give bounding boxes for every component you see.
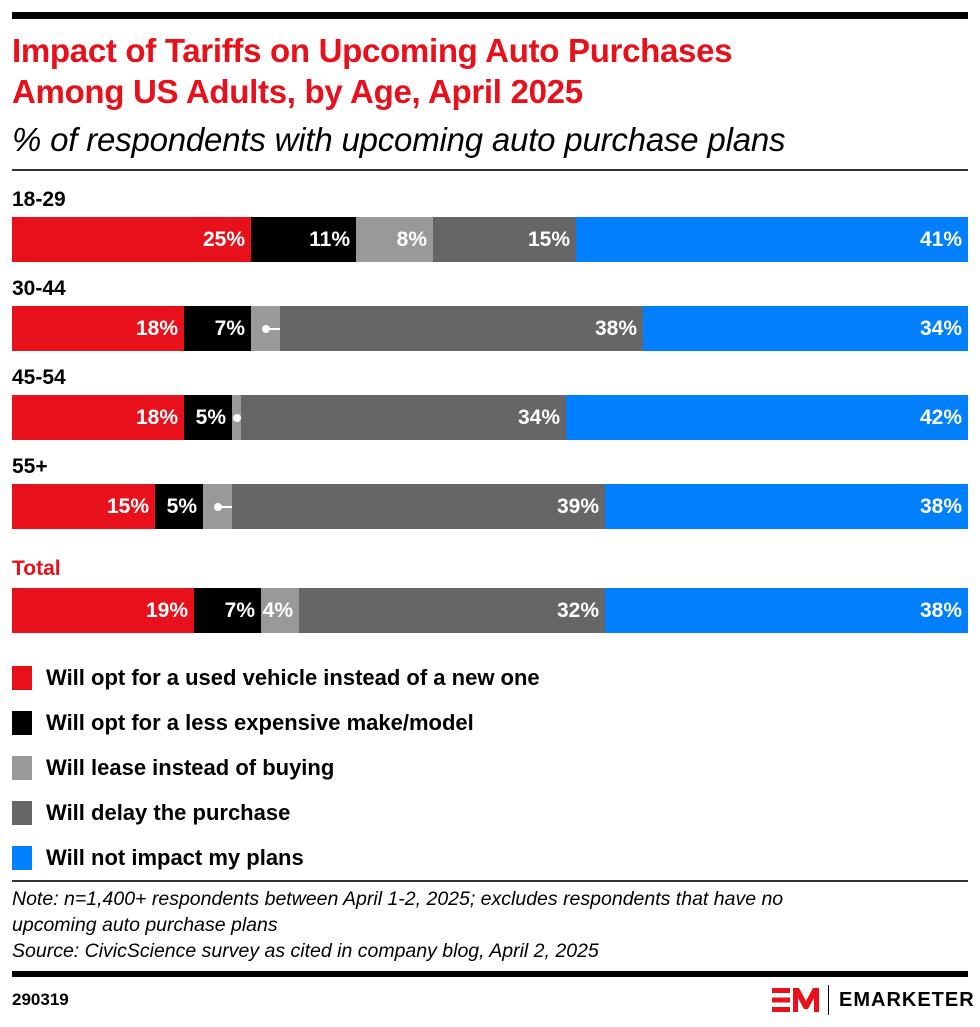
legend-item-no-impact: Will not impact my plans: [12, 835, 540, 880]
data-label-cheaper: 5%: [166, 495, 197, 518]
bar-row-18-29: 25% 11% 8% 15% 41%: [12, 217, 968, 262]
data-label-used: 18%: [135, 317, 178, 340]
bar-row-total: 19% 7% 4% 32% 38%: [12, 588, 968, 633]
legend-item-delay: Will delay the purchase: [12, 790, 540, 835]
bar-segment-delay: [299, 588, 605, 633]
bar-segment-no-impact: [643, 306, 968, 351]
bar-segment-used: [12, 484, 155, 529]
note-line-1: Note: n=1,400+ respondents between April…: [12, 888, 784, 910]
logo-divider: [828, 985, 829, 1015]
bar-segment-cheaper: [194, 588, 261, 633]
bar-row-45-54: 18%5%1%34%42%: [12, 395, 968, 440]
bar-segment-used: [12, 217, 251, 262]
data-label-used: 19%: [145, 599, 188, 622]
emarketer-logo: EMARKETER: [772, 985, 975, 1015]
row-label-45-54: 45-54: [12, 366, 66, 389]
row-label-18-29: 18-29: [12, 188, 66, 211]
data-label-used: 18%: [135, 406, 178, 429]
bar-row-55plus: 15%5%3%39%38%: [12, 484, 968, 529]
legend-item-lease: Will lease instead of buying: [12, 745, 540, 790]
legend-swatch-lease: [12, 755, 32, 780]
bar-segment-lease: [261, 588, 299, 633]
data-label-cheaper: 7%: [224, 599, 255, 622]
legend-label-used: Will opt for a used vehicle instead of a…: [46, 664, 540, 690]
row-label-total: Total: [12, 557, 61, 580]
bar-segment-delay: [280, 306, 643, 351]
data-label-delay: 15%: [527, 228, 570, 251]
legend-swatch-used: [12, 665, 32, 690]
chart-subtitle: % of respondents with upcoming auto purc…: [12, 121, 786, 158]
brand-name: EMARKETER: [839, 988, 975, 1011]
legend-swatch-no-impact: [12, 845, 32, 870]
bar-segment-delay: [433, 217, 576, 262]
data-label-no-impact: 34%: [919, 317, 962, 340]
data-label-lease: 4%: [262, 599, 293, 622]
footnote: Note: n=1,400+ respondents between April…: [12, 886, 962, 964]
bar-segment-used: [12, 588, 194, 633]
bar-segment-delay: [241, 395, 566, 440]
bar-segment-cheaper: [184, 395, 232, 440]
legend-label-no-impact: Will not impact my plans: [46, 844, 304, 870]
bar-segment-no-impact: [605, 484, 968, 529]
bar-segment-cheaper: [155, 484, 203, 529]
row-label-55plus: 55+: [12, 455, 48, 478]
chart-title-line-1: Impact of Tariffs on Upcoming Auto Purch…: [12, 32, 733, 69]
top-rule: [12, 12, 968, 19]
callout-dot: [261, 325, 270, 333]
bar-segment-delay: [232, 484, 605, 529]
subtitle-rule: [12, 169, 968, 171]
legend-label-delay: Will delay the purchase: [46, 799, 291, 825]
bar-row-30-44: 18%7%3%38%34%: [12, 306, 968, 351]
data-label-no-impact: 38%: [919, 599, 962, 622]
data-label-delay: 34%: [517, 406, 560, 429]
callout-line: [219, 506, 240, 508]
source-line: Source: CivicScience survey as cited in …: [12, 940, 599, 962]
bar-segment-lease: [356, 217, 433, 262]
legend-label-cheaper: Will opt for a less expensive make/model: [46, 709, 474, 735]
legend-label-lease: Will lease instead of buying: [46, 754, 335, 780]
callout-line: [267, 328, 288, 330]
data-label-used: 15%: [106, 495, 149, 518]
chart-title: Impact of Tariffs on Upcoming Auto Purch…: [12, 30, 972, 112]
note-line-2: upcoming auto purchase plans: [12, 914, 278, 936]
bar-segment-no-impact: [605, 588, 968, 633]
data-label-cheaper: 7%: [214, 317, 245, 340]
callout-dot: [213, 503, 222, 511]
bar-segment-used: [12, 395, 184, 440]
data-label-cheaper: 11%: [309, 228, 350, 251]
bottom-rule: [12, 971, 968, 977]
callout-dot: [232, 414, 241, 422]
data-label-no-impact: 42%: [919, 406, 962, 429]
bar-segment-no-impact: [576, 217, 968, 262]
data-label-used: 25%: [202, 228, 245, 251]
data-label-delay: 32%: [556, 599, 599, 622]
data-label-no-impact: 38%: [919, 495, 962, 518]
bar-segment-no-impact: [566, 395, 968, 440]
bar-segment-used: [12, 306, 184, 351]
chart-title-line-2: Among US Adults, by Age, April 2025: [12, 73, 583, 110]
chart-id: 290319: [12, 990, 69, 1009]
legend: Will opt for a used vehicle instead of a…: [12, 655, 540, 880]
data-label-lease: 8%: [396, 228, 427, 251]
data-label-no-impact: 41%: [919, 228, 962, 251]
note-rule: [12, 880, 968, 882]
bar-segment-cheaper: [251, 217, 356, 262]
em-logo-icon: [772, 988, 819, 1012]
legend-swatch-cheaper: [12, 710, 32, 735]
row-label-30-44: 30-44: [12, 277, 66, 300]
data-label-cheaper: 5%: [195, 406, 226, 429]
legend-swatch-delay: [12, 800, 32, 825]
data-label-delay: 38%: [594, 317, 637, 340]
data-label-delay: 39%: [556, 495, 599, 518]
legend-item-cheaper: Will opt for a less expensive make/model: [12, 700, 540, 745]
legend-item-used: Will opt for a used vehicle instead of a…: [12, 655, 540, 700]
bar-segment-cheaper: [184, 306, 251, 351]
